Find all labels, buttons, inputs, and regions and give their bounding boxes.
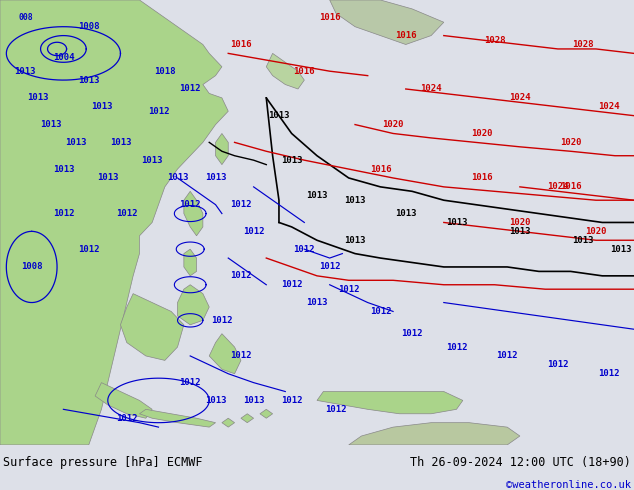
Text: Th 26-09-2024 12:00 UTC (18+90): Th 26-09-2024 12:00 UTC (18+90) [410,456,631,468]
Text: 1012: 1012 [116,414,138,423]
Polygon shape [184,191,203,236]
Text: 1012: 1012 [116,209,138,218]
Text: 1008: 1008 [21,263,42,271]
Text: 1013: 1013 [446,218,467,227]
Text: 1020: 1020 [471,129,493,138]
Text: 1004: 1004 [53,53,74,62]
Text: 1024: 1024 [509,94,531,102]
Text: 1013: 1013 [395,209,417,218]
Text: 1013: 1013 [611,245,632,254]
Polygon shape [120,294,184,360]
Text: 1013: 1013 [268,111,290,120]
Text: 1013: 1013 [141,156,163,165]
Text: 1012: 1012 [401,329,423,338]
Text: 1013: 1013 [306,191,328,200]
Text: 1020: 1020 [585,227,607,236]
Text: 1013: 1013 [15,67,36,75]
Text: 1018: 1018 [154,67,176,75]
Polygon shape [95,383,152,418]
Text: 1016: 1016 [294,67,315,75]
Polygon shape [0,0,228,445]
Text: 1008: 1008 [78,22,100,31]
Text: 1028: 1028 [484,36,505,45]
Polygon shape [317,392,463,414]
Text: 1012: 1012 [179,200,201,209]
Text: 1016: 1016 [370,165,391,173]
Text: 1012: 1012 [211,316,233,325]
Text: 1013: 1013 [573,236,594,245]
Text: 1013: 1013 [205,396,226,405]
Text: 1012: 1012 [281,280,302,289]
Text: 1012: 1012 [230,271,252,280]
Text: 1013: 1013 [205,173,226,182]
Text: 1013: 1013 [243,396,264,405]
Text: 1028: 1028 [573,40,594,49]
Polygon shape [330,0,444,45]
Text: 1013: 1013 [110,138,131,147]
Text: 1024: 1024 [598,102,619,111]
Polygon shape [139,409,216,427]
Text: 1012: 1012 [78,245,100,254]
Text: 008: 008 [18,13,33,23]
Text: 1012: 1012 [230,200,252,209]
Polygon shape [178,285,209,325]
Polygon shape [222,418,235,427]
Text: 1016: 1016 [560,182,581,192]
Text: 1012: 1012 [179,378,201,387]
Text: 1024: 1024 [420,84,442,94]
Text: 1012: 1012 [243,227,264,236]
Text: 1012: 1012 [598,369,619,378]
Text: 1012: 1012 [179,84,201,94]
Text: 1013: 1013 [53,165,74,173]
Text: 1012: 1012 [53,209,74,218]
Text: 1013: 1013 [281,156,302,165]
Text: 1012: 1012 [230,351,252,361]
Polygon shape [266,53,304,89]
Text: 1012: 1012 [338,285,359,294]
Text: 1013: 1013 [91,102,112,111]
Text: 1012: 1012 [319,263,340,271]
Text: 1020: 1020 [382,120,404,129]
Text: 1012: 1012 [446,343,467,351]
Text: 1012: 1012 [496,351,518,361]
Text: 1020: 1020 [509,218,531,227]
Text: 1013: 1013 [344,236,366,245]
Text: 1016: 1016 [471,173,493,182]
Polygon shape [241,414,254,423]
Text: 1016: 1016 [319,13,340,23]
Text: 1024: 1024 [547,182,569,192]
Text: ©weatheronline.co.uk: ©weatheronline.co.uk [506,481,631,490]
Text: 1016: 1016 [395,31,417,40]
Text: 1012: 1012 [370,307,391,316]
Text: 1013: 1013 [27,94,49,102]
Text: 1013: 1013 [65,138,87,147]
Text: 1020: 1020 [560,138,581,147]
Text: 1013: 1013 [78,75,100,85]
Text: 1013: 1013 [40,120,61,129]
Text: 1012: 1012 [294,245,315,254]
Text: 1013: 1013 [344,196,366,205]
Polygon shape [184,249,197,276]
Polygon shape [209,334,241,374]
Text: 1013: 1013 [97,173,119,182]
Text: Surface pressure [hPa] ECMWF: Surface pressure [hPa] ECMWF [3,456,203,468]
Polygon shape [349,423,520,445]
Polygon shape [216,133,228,165]
Polygon shape [260,409,273,418]
Text: 1012: 1012 [547,360,569,369]
Text: 1013: 1013 [167,173,188,182]
Text: 1012: 1012 [325,405,347,414]
Text: 1016: 1016 [230,40,252,49]
Text: 1013: 1013 [306,298,328,307]
Text: 1012: 1012 [148,107,169,116]
Text: 1012: 1012 [281,396,302,405]
Text: 1013: 1013 [509,227,531,236]
